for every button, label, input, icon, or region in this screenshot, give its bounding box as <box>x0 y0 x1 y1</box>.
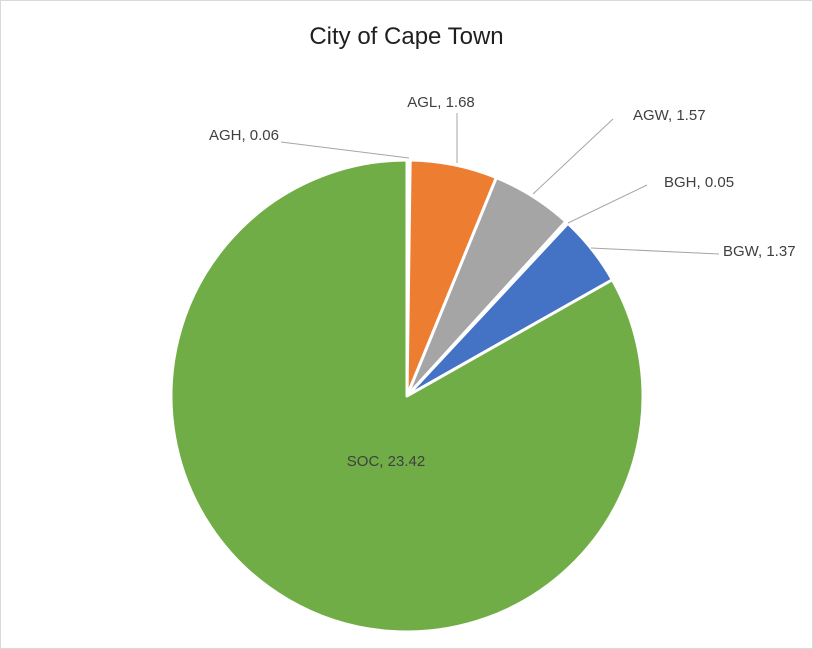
leader-line-agh <box>280 141 410 159</box>
data-label-agw: AGW, 1.57 <box>633 107 706 124</box>
data-label-agh: AGH, 0.06 <box>209 127 279 144</box>
chart-title: City of Cape Town <box>309 23 504 50</box>
leader-line-bgw <box>590 247 720 255</box>
leader-line-bgh <box>567 184 648 224</box>
data-label-bgh: BGH, 0.05 <box>664 174 734 191</box>
data-label-agl: AGL, 1.68 <box>407 94 475 111</box>
leader-line-agw <box>532 118 614 195</box>
pie-slice-soc <box>169 158 645 634</box>
data-label-bgw: BGW, 1.37 <box>723 243 796 260</box>
data-label-soc: SOC, 23.42 <box>347 453 425 470</box>
